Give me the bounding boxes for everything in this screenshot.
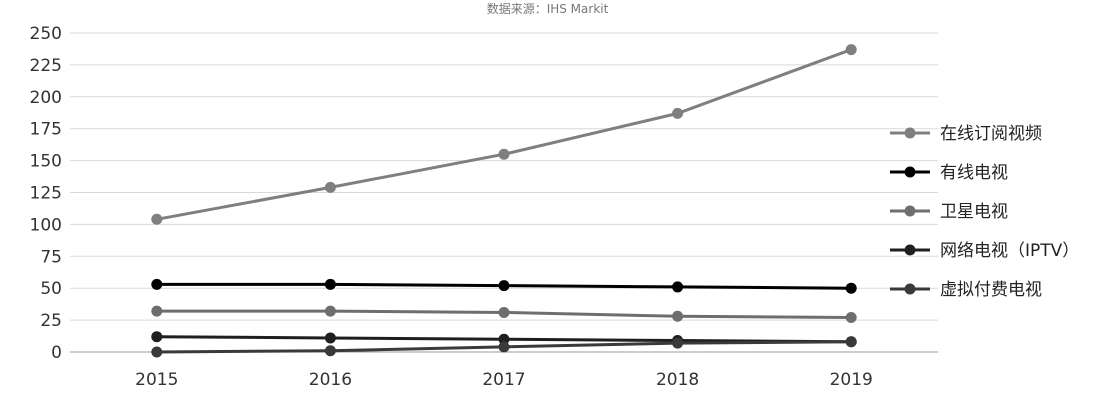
- y-tick-label: 175: [30, 120, 62, 140]
- data-point: [324, 278, 336, 290]
- data-point: [498, 333, 510, 345]
- legend-marker: [904, 166, 916, 178]
- legend-marker: [904, 127, 916, 139]
- legend-marker: [904, 244, 916, 256]
- data-point: [672, 310, 684, 322]
- x-tick-label: 2015: [135, 370, 178, 390]
- legend-label: 卫星电视: [940, 202, 1008, 222]
- data-point: [845, 44, 857, 56]
- legend-label: 有线电视: [940, 163, 1008, 183]
- data-point: [498, 306, 510, 318]
- legend-item: 有线电视: [890, 163, 1008, 183]
- data-point: [498, 148, 510, 160]
- data-point: [324, 345, 336, 357]
- x-tick-label: 2016: [309, 370, 352, 390]
- legend-label: 虚拟付费电视: [940, 280, 1042, 300]
- y-tick-label: 125: [30, 184, 62, 204]
- data-point: [151, 346, 163, 358]
- data-point: [324, 305, 336, 317]
- x-tick-label: 2019: [830, 370, 873, 390]
- y-tick-label: 0: [51, 343, 62, 363]
- y-tick-label: 75: [40, 247, 62, 267]
- data-point: [498, 341, 510, 353]
- y-tick-label: 25: [40, 311, 62, 331]
- data-point: [151, 305, 163, 317]
- y-tick-label: 150: [30, 152, 62, 172]
- x-tick-label: 2017: [482, 370, 525, 390]
- y-tick-label: 250: [30, 24, 62, 44]
- series: [151, 336, 857, 358]
- series: [151, 44, 857, 225]
- data-point: [672, 107, 684, 119]
- legend-label: 在线订阅视频: [940, 124, 1042, 144]
- data-point: [324, 181, 336, 193]
- legend-item: 虚拟付费电视: [890, 280, 1042, 300]
- y-tick-label: 200: [30, 88, 62, 108]
- legend-item: 卫星电视: [890, 202, 1008, 222]
- data-point: [324, 332, 336, 344]
- data-point: [151, 213, 163, 225]
- legend-item: 网络电视（IPTV）: [890, 241, 1079, 261]
- data-point: [845, 336, 857, 348]
- source-note: 数据来源：IHS Markit: [486, 2, 609, 16]
- legend-label: 网络电视（IPTV）: [940, 241, 1079, 261]
- data-point: [498, 280, 510, 292]
- data-point: [845, 282, 857, 294]
- data-point: [151, 278, 163, 290]
- legend-item: 在线订阅视频: [890, 124, 1042, 144]
- y-tick-label: 225: [30, 56, 62, 76]
- data-point: [672, 337, 684, 349]
- legend-marker: [904, 283, 916, 295]
- data-point: [672, 281, 684, 293]
- x-tick-label: 2018: [656, 370, 699, 390]
- y-tick-label: 100: [30, 215, 62, 235]
- legend-marker: [904, 205, 916, 217]
- series-line: [156, 48, 852, 221]
- series: [151, 278, 857, 294]
- data-point: [151, 331, 163, 343]
- data-point: [845, 312, 857, 324]
- series: [151, 305, 857, 324]
- y-tick-label: 50: [40, 279, 62, 299]
